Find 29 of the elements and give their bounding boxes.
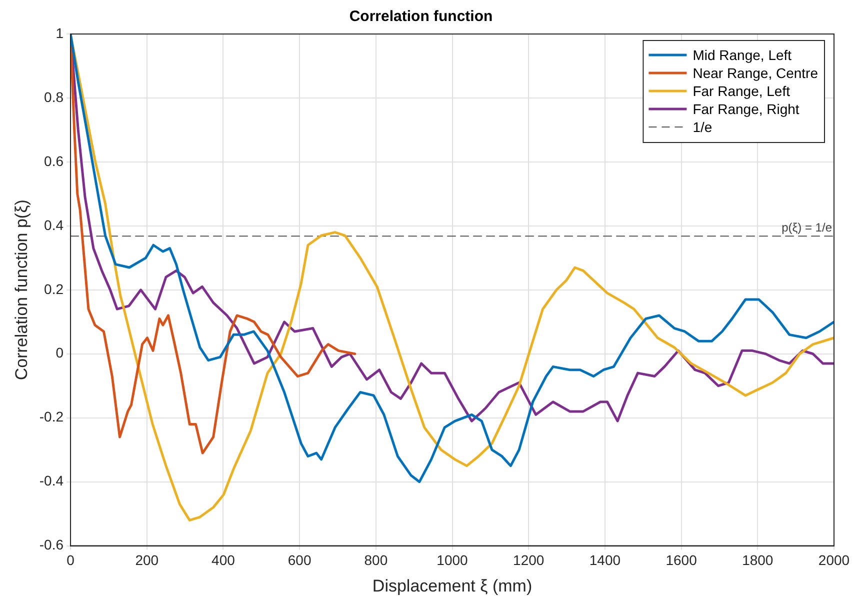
x-tick-label: 2000: [818, 552, 850, 568]
x-tick-label: 1600: [666, 552, 698, 568]
x-tick-label: 0: [66, 552, 75, 568]
y-tick-label: 0.2: [44, 280, 64, 297]
y-tick-label: 1: [56, 24, 64, 41]
x-tick-label: 1200: [513, 552, 544, 568]
x-tick-label: 400: [212, 552, 236, 568]
y-axis-title: Correlation function p(ξ): [12, 200, 31, 380]
legend-label: Near Range, Centre: [692, 64, 818, 81]
y-tick-label: -0.4: [39, 472, 64, 489]
x-tick-label: 1800: [742, 552, 774, 568]
y-tick-label: 0: [56, 344, 64, 361]
x-tick-label: 800: [364, 552, 388, 568]
x-axis-title: Displacement ξ (mm): [372, 576, 532, 596]
x-tick-label: 600: [288, 552, 312, 568]
y-tick-label: 0.4: [44, 216, 64, 233]
legend-label: Far Range, Left: [692, 82, 790, 99]
legend-label: 1/e: [692, 118, 712, 135]
annotation: p(ξ) = 1/e: [782, 220, 832, 234]
x-tick-label: 200: [135, 552, 159, 568]
chart-title: Correlation function: [349, 8, 493, 26]
y-tick-label: -0.6: [39, 536, 64, 553]
y-tick-label: 0.6: [44, 152, 64, 169]
legend-label: Mid Range, Left: [692, 46, 792, 63]
x-tick-label: 1000: [436, 552, 468, 568]
x-tick-label: 1400: [589, 552, 621, 568]
y-tick-label: 0.8: [44, 88, 64, 105]
y-tick-label: -0.2: [39, 408, 64, 425]
legend-label: Far Range, Right: [692, 100, 800, 117]
